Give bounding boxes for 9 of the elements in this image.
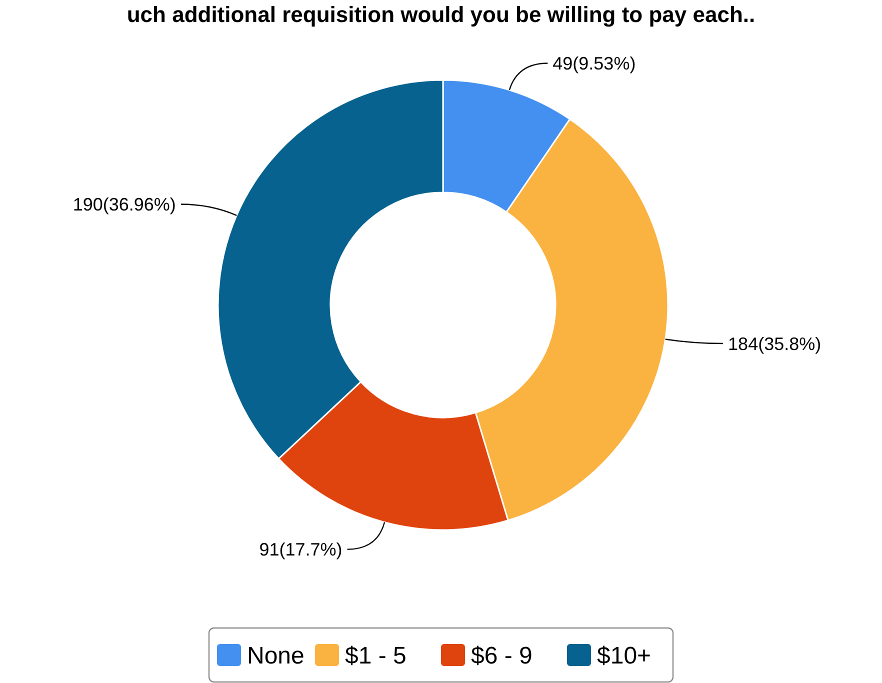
data-label: 91(17.7%) [259, 540, 342, 560]
legend-label: None [247, 642, 304, 670]
data-label: 49(9.53%) [552, 54, 636, 74]
legend-label: $1 - 5 [345, 642, 406, 670]
data-label: 184(35.8%) [728, 334, 822, 354]
legend-label: $6 - 9 [471, 642, 532, 670]
data-label: 190(36.96%) [72, 194, 176, 215]
chart-title: uch additional requisition would you be willing to pay each.. [126, 2, 756, 27]
legend-label: $10+ [597, 642, 652, 670]
